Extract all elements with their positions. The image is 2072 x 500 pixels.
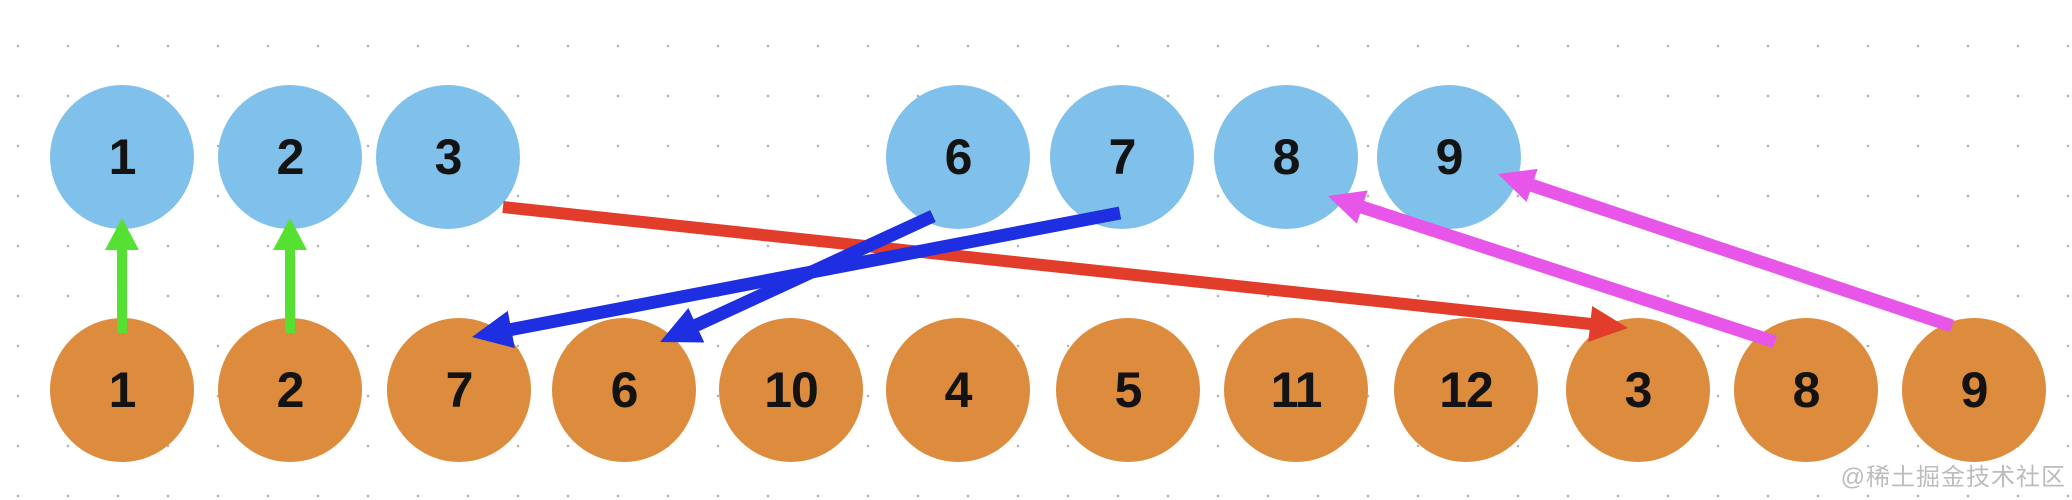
- watermark: @稀土掘金技术社区: [1840, 464, 2066, 491]
- top-node-2: 2: [218, 85, 362, 229]
- top-node-7: 7: [1050, 85, 1194, 229]
- bottom-node-6: 6: [552, 318, 696, 462]
- bottom-node-3: 3: [1566, 318, 1710, 462]
- bottom-node-7: 7: [387, 318, 531, 462]
- top-node-6: 6: [886, 85, 1030, 229]
- bottom-node-9: 9: [1902, 318, 2046, 462]
- bottom-node-2: 2: [218, 318, 362, 462]
- top-node-8: 8: [1214, 85, 1358, 229]
- bottom-node-8: 8: [1734, 318, 1878, 462]
- bottom-node-10: 10: [719, 318, 863, 462]
- bottom-node-11: 11: [1224, 318, 1368, 462]
- bottom-node-5: 5: [1056, 318, 1200, 462]
- bottom-node-4: 4: [886, 318, 1030, 462]
- top-node-9: 9: [1377, 85, 1521, 229]
- top-node-1: 1: [50, 85, 194, 229]
- top-node-3: 3: [376, 85, 520, 229]
- bottom-node-12: 12: [1394, 318, 1538, 462]
- bottom-node-1: 1: [50, 318, 194, 462]
